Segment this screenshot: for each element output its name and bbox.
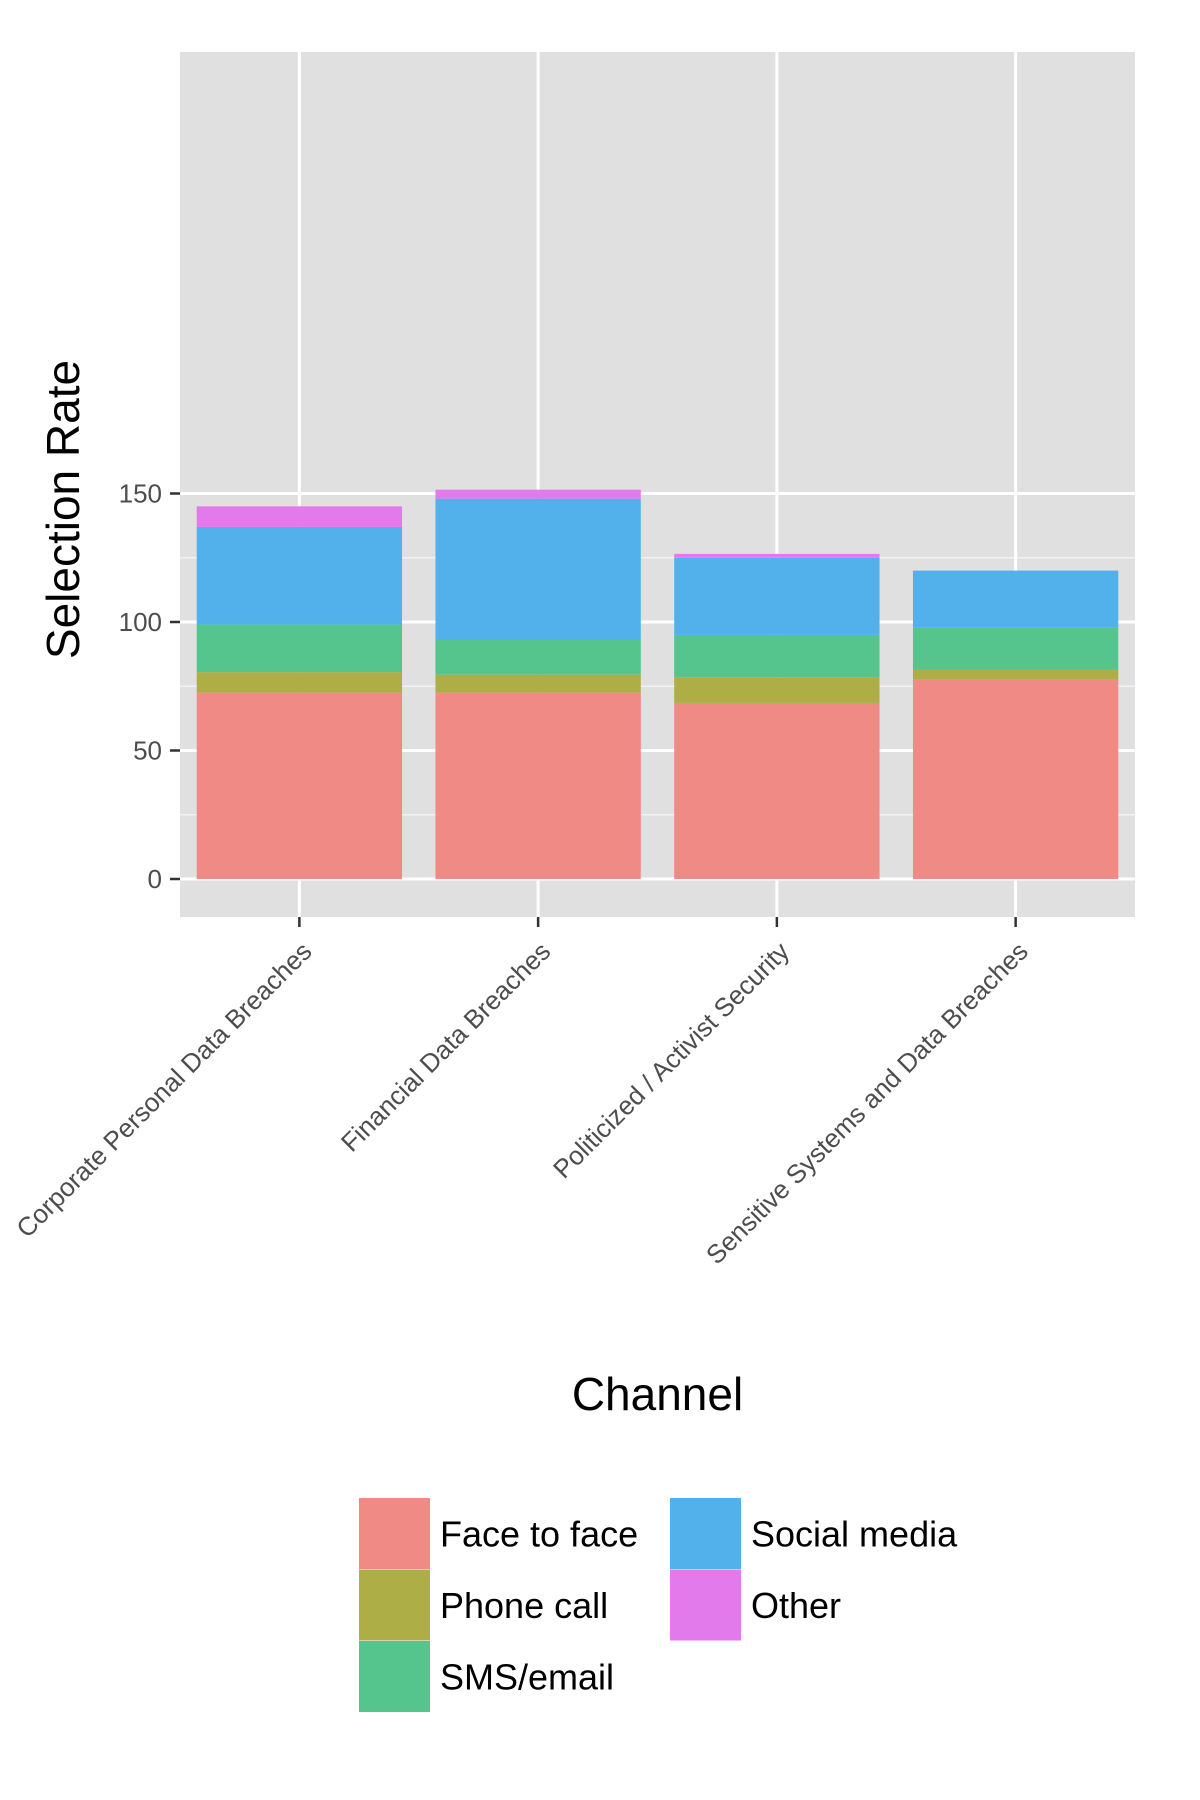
x-tick-label: Financial Data Breaches [335, 936, 557, 1158]
y-axis-title: Selection Rate [37, 360, 89, 659]
legend-key [670, 1498, 741, 1569]
bars [196, 489, 1119, 879]
x-tick-label: Corporate Personal Data Breaches [10, 936, 317, 1243]
bar-segment [912, 669, 1119, 680]
legend-key [359, 1498, 430, 1569]
y-tick-label: 50 [133, 736, 162, 766]
bar-segment [196, 526, 403, 625]
bar-segment [674, 634, 880, 678]
bar-segment [196, 624, 403, 673]
bar-segment [435, 674, 641, 693]
bar-segment [196, 672, 403, 693]
legend-label: Phone call [440, 1585, 608, 1626]
legend-label: SMS/email [440, 1657, 614, 1698]
bar-segment [674, 553, 880, 558]
legend: Face to face Phone call SMS/email Social me… [359, 1498, 958, 1712]
bar-segment [674, 677, 880, 703]
y-tick-label: 150 [119, 479, 162, 509]
y-tick-label: 0 [148, 864, 162, 894]
bar-segment [435, 639, 641, 675]
y-tick-label: 100 [119, 607, 162, 637]
bar-segment [196, 692, 403, 879]
bar-segment [435, 498, 641, 640]
x-axis-title: Channel [572, 1368, 743, 1420]
bar-segment [196, 506, 403, 527]
bar-segment [674, 702, 880, 879]
x-axis: Corporate Personal Data Breaches Financia… [10, 917, 1034, 1270]
y-axis: 0 50 100 150 [119, 479, 180, 894]
legend-label: Other [751, 1585, 841, 1626]
bar-segment [912, 570, 1119, 628]
legend-label: Social media [751, 1514, 958, 1555]
bar-segment [674, 557, 880, 635]
bar-segment [435, 692, 641, 879]
legend-key [359, 1569, 430, 1641]
bar-segment [912, 679, 1119, 879]
bar-segment [435, 489, 641, 499]
legend-key [670, 1569, 741, 1641]
x-tick-label: Politicized / Activist Security [547, 936, 795, 1184]
bar-segment [912, 627, 1119, 670]
legend-label: Face to face [440, 1514, 638, 1555]
legend-key [359, 1641, 430, 1712]
